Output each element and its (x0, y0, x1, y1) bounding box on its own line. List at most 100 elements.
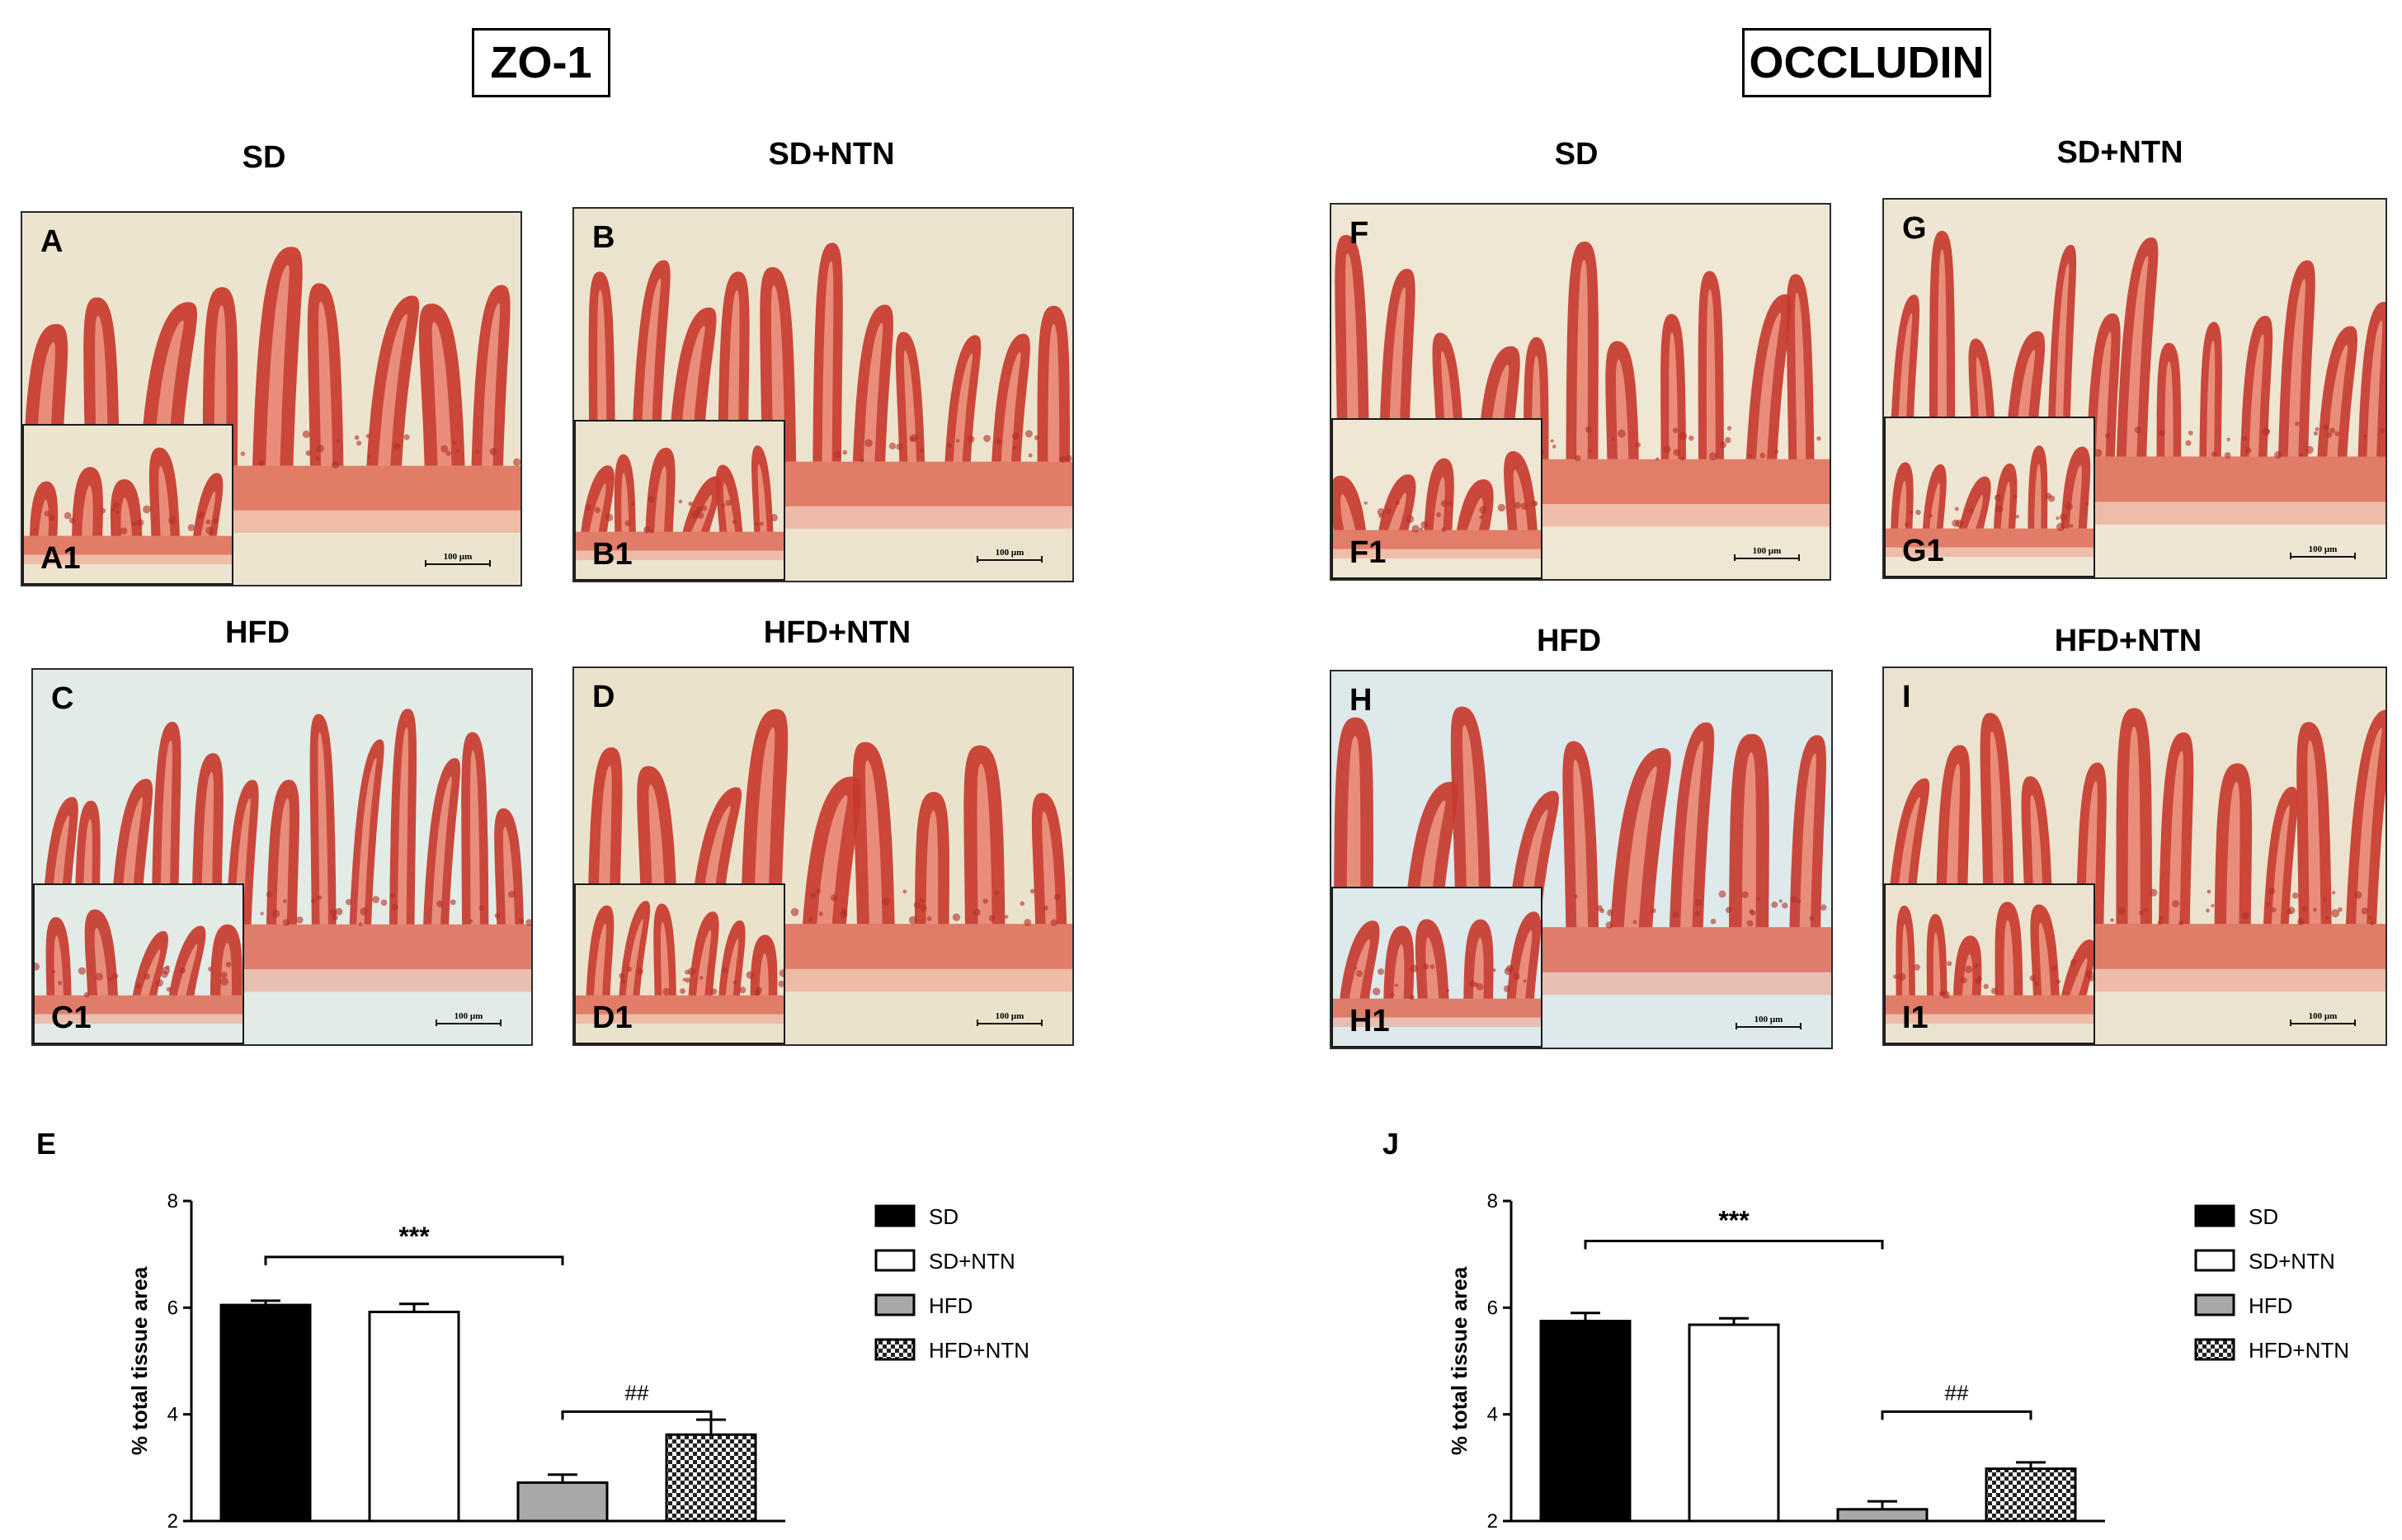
panel-header-sdntn-zo1: SD+NTN (768, 137, 895, 172)
micrograph-i: I1 I 100 μm (1882, 666, 2387, 1046)
panel-header-hfdntn-occ: HFD+NTN (2054, 624, 2202, 658)
legend-label: SD (929, 1204, 958, 1229)
panel-header-sdntn-occ: SD+NTN (2056, 135, 2183, 170)
significance-label: ## (1945, 1380, 1969, 1405)
scale-bar: 100 μm (977, 1011, 1043, 1026)
inset-g1: G1 (1884, 417, 2095, 577)
legend-swatch (874, 1204, 916, 1227)
legend-label: HFD+NTN (2249, 1338, 2349, 1363)
inset-label: F1 (1349, 535, 1387, 570)
inset-c1: C1 (33, 883, 244, 1044)
inset-label: G1 (1902, 534, 1944, 568)
y-tick-label: 6 (1487, 1297, 1498, 1319)
inset-image (24, 426, 232, 583)
bar-sd-ntn (368, 1311, 460, 1523)
legend-swatch (874, 1338, 916, 1361)
scale-bar: 100 μm (977, 548, 1043, 563)
significance-bracket (1584, 1240, 1884, 1250)
inset-image (1333, 420, 1541, 577)
bar-hfd-ntn (665, 1433, 757, 1523)
y-axis-label: % total tissue area (127, 1266, 152, 1455)
panel-letter: B (592, 220, 615, 255)
chart-letter-j: J (1382, 1127, 1400, 1161)
y-tick-label: 8 (1487, 1190, 1498, 1213)
inset-label: A1 (40, 541, 81, 576)
scale-bar: 100 μm (1734, 546, 1800, 561)
panel-letter: F (1349, 216, 1369, 251)
micrograph-c: C1 C 100 μm (31, 668, 533, 1046)
inset-label: I1 (1902, 1001, 1929, 1035)
inset-b1: B1 (574, 420, 785, 581)
bar-hfd-ntn (1985, 1467, 2077, 1523)
micrograph-d: D1 D 100 μm (572, 666, 1074, 1046)
significance-label: *** (1718, 1206, 1750, 1236)
y-tick-label: 6 (167, 1297, 178, 1319)
inset-d1: D1 (574, 883, 785, 1044)
inset-i1: I1 (1884, 883, 2095, 1044)
inset-image (1886, 418, 2094, 576)
legend-swatch (2194, 1293, 2235, 1316)
scale-bar: 100 μm (2290, 1011, 2356, 1026)
inset-label: D1 (592, 1001, 633, 1035)
legend-swatch (874, 1293, 916, 1316)
bar-hfd (1836, 1508, 1929, 1523)
inset-image (35, 885, 243, 1043)
bar-sd-ntn (1688, 1323, 1780, 1523)
panel-letter: H (1349, 683, 1373, 718)
panel-header-hfdntn-zo1: HFD+NTN (763, 615, 911, 650)
panel-letter: D (592, 680, 615, 714)
micrograph-h: H1 H 100 μm (1330, 670, 1833, 1049)
legend-label: SD (2249, 1204, 2278, 1229)
legend-label: SD+NTN (929, 1249, 1015, 1274)
panel-letter: C (51, 681, 74, 716)
micrograph-f: F1 F 100 μm (1330, 203, 1831, 581)
y-tick-label: 4 (167, 1404, 178, 1426)
scale-bar: 100 μm (2290, 544, 2356, 559)
bar-chart-occludin: 2 4 6 8 % total tissue area *** ## SD SD+NTN HFD H… (1447, 1190, 2349, 1533)
tissue-image (574, 668, 1072, 1044)
panel-header-hfd-zo1: HFD (224, 615, 290, 650)
chart-letter-e: E (36, 1127, 57, 1161)
legend-swatch (874, 1249, 916, 1272)
scale-bar: 100 μm (436, 1011, 502, 1026)
panel-letter: A (40, 224, 64, 259)
panel-header-hfd-occ: HFD (1536, 624, 1602, 658)
y-tick-label: 4 (1487, 1404, 1498, 1426)
y-axis-label: % total tissue area (1447, 1266, 1472, 1455)
significance-bracket (264, 1255, 564, 1265)
inset-image (576, 885, 784, 1043)
y-tick-label: 2 (167, 1510, 178, 1533)
inset-f1: F1 (1331, 418, 1542, 579)
inset-label: H1 (1349, 1004, 1390, 1038)
inset-a1: A1 (22, 424, 233, 585)
legend-swatch (2194, 1249, 2235, 1272)
panel-header-sd-zo1: SD (242, 140, 286, 175)
significance-label: ## (625, 1380, 649, 1405)
significance-label: *** (398, 1222, 430, 1251)
zo1-title: ZO-1 (472, 28, 610, 97)
inset-h1: H1 (1331, 887, 1542, 1048)
inset-image (576, 421, 784, 579)
legend-label: HFD (2249, 1293, 2292, 1318)
bar-sd (1539, 1320, 1632, 1523)
panel-letter: I (1902, 680, 1911, 714)
legend-label: HFD+NTN (929, 1338, 1029, 1363)
legend-label: SD+NTN (2249, 1249, 2335, 1274)
tissue-image (1884, 200, 2386, 577)
inset-label: B1 (592, 537, 633, 572)
inset-image (1333, 888, 1541, 1046)
bar-sd (219, 1303, 312, 1523)
panel-letter: G (1902, 211, 1927, 246)
scale-bar: 100 μm (1736, 1015, 1802, 1029)
bar-chart-zo1: 2 4 6 8 % total tissue area *** ## SD SD+NTN HFD H… (127, 1190, 1029, 1533)
significance-bracket (561, 1410, 713, 1420)
occludin-title: OCCLUDIN (1742, 28, 1991, 97)
inset-image (1886, 885, 2094, 1043)
y-tick-label: 8 (167, 1190, 178, 1213)
significance-bracket (1881, 1410, 2032, 1420)
micrograph-a: A1 A 100 μm (21, 211, 522, 586)
legend-swatch (2194, 1204, 2235, 1227)
scale-bar: 100 μm (425, 552, 491, 567)
y-tick-label: 2 (1487, 1510, 1498, 1533)
inset-label: C1 (51, 1001, 92, 1035)
